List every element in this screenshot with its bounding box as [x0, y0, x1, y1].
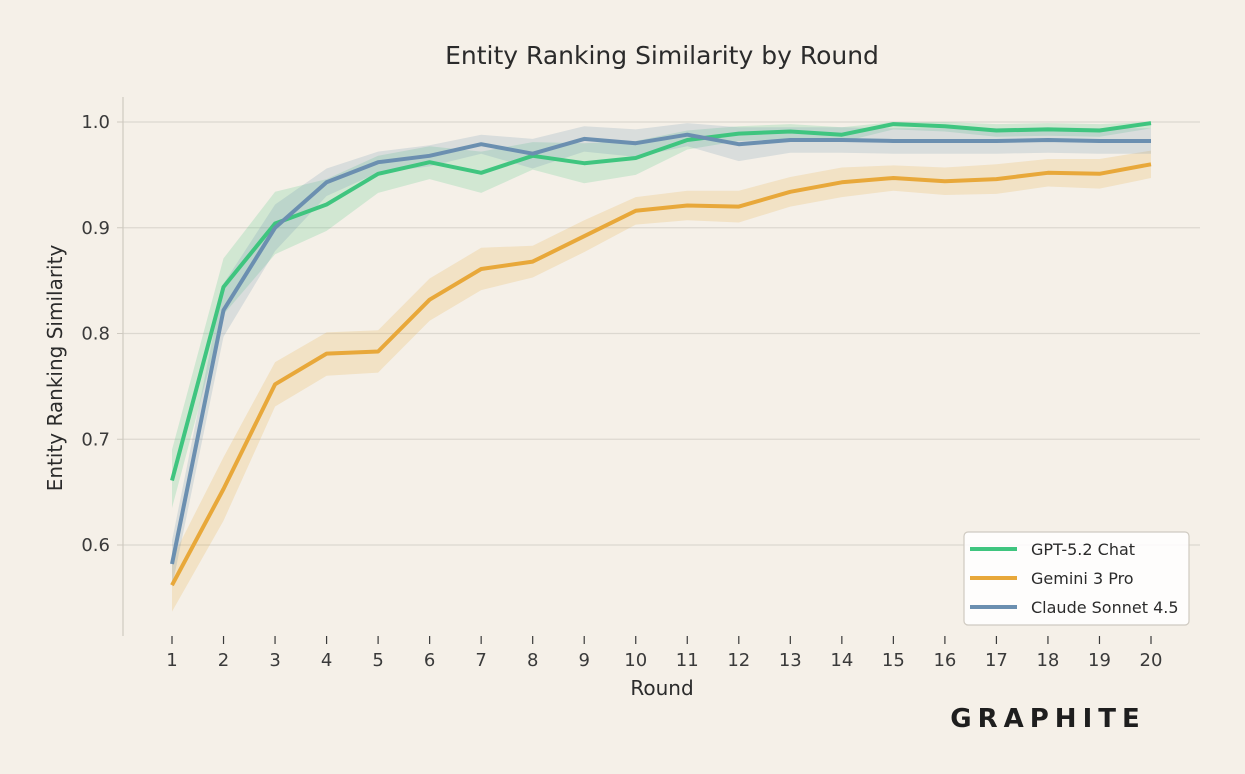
x-tick-label: 16	[933, 650, 956, 671]
x-tick-label: 4	[321, 650, 332, 671]
x-axis-label: Round	[630, 676, 693, 700]
x-tick-label: 11	[676, 650, 699, 671]
legend-label: Claude Sonnet 4.5	[1031, 598, 1179, 617]
legend: GPT-5.2 Chat Gemini 3 Pro Claude Sonnet 4.…	[963, 531, 1190, 626]
y-tick-label: 0.8	[81, 324, 110, 345]
legend-label: GPT-5.2 Chat	[1031, 540, 1135, 559]
x-tick-label: 18	[1036, 650, 1059, 671]
y-tick-label: 0.6	[81, 535, 110, 556]
series-line-2	[170, 132, 1151, 565]
y-tick-label: 1.0	[81, 112, 110, 133]
y-tick-label: 0.7	[81, 429, 110, 450]
legend-label: Gemini 3 Pro	[1031, 569, 1134, 588]
x-tick-label: 19	[1088, 650, 1111, 671]
x-tick-label: 12	[727, 650, 750, 671]
x-tick-label: 2	[218, 650, 229, 671]
x-tick-label: 8	[527, 650, 538, 671]
x-tick-label: 9	[578, 650, 589, 671]
y-axis-label: Entity Ranking Similarity	[43, 245, 67, 492]
x-tick-label: 5	[372, 650, 383, 671]
x-tick-label: 17	[985, 650, 1008, 671]
chart-title: Entity Ranking Similarity by Round	[445, 41, 879, 70]
graphite-logo: GRAPHITE	[950, 704, 1145, 734]
legend-box	[963, 531, 1190, 626]
x-tick-label: 7	[475, 650, 486, 671]
x-tick-label: 10	[624, 650, 647, 671]
tick-labels: 0.60.70.80.91.01 2 3 4 5 6 7 8 9 10 11 12 13 14 15 16 17…	[81, 112, 1162, 671]
series-line-1	[170, 162, 1152, 587]
x-tick-label: 15	[882, 650, 905, 671]
axes	[117, 97, 1152, 644]
x-tick-label: 6	[424, 650, 435, 671]
x-tick-label: 13	[779, 650, 802, 671]
y-tick-label: 0.9	[81, 218, 110, 239]
x-tick-label: 14	[830, 650, 853, 671]
series-line-0	[170, 121, 1152, 482]
x-tick-label: 20	[1140, 650, 1163, 671]
series-lines	[170, 121, 1152, 587]
x-tick-label: 3	[269, 650, 280, 671]
x-tick-label: 1	[166, 650, 177, 671]
